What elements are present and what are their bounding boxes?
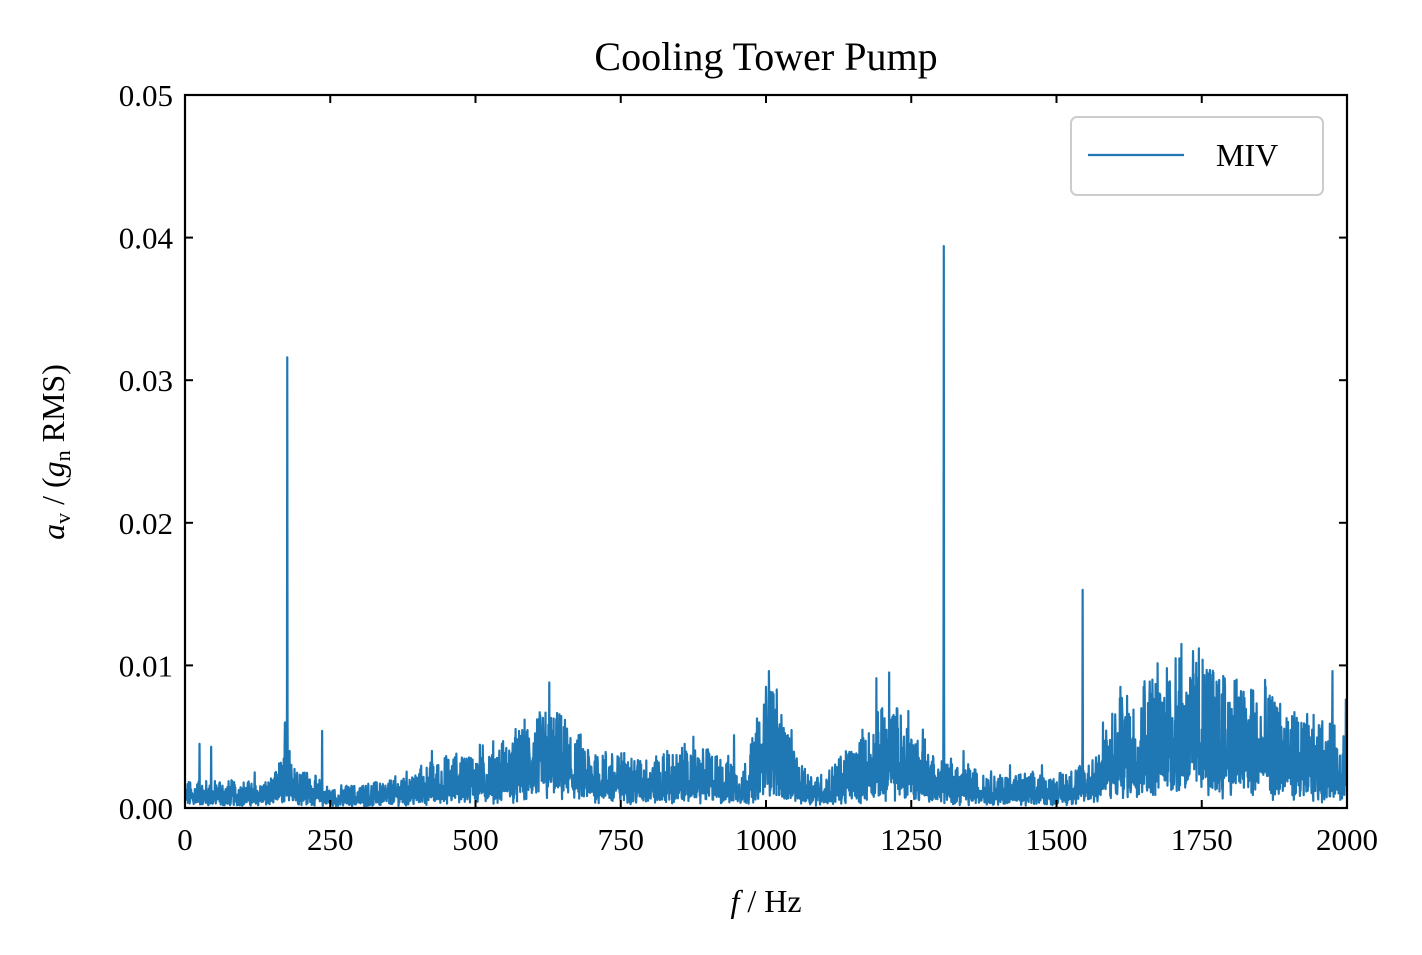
- x-tick-label: 1500: [1026, 822, 1088, 857]
- x-tick-label: 0: [177, 822, 193, 857]
- y-axis: 0.00 0.01 0.02 0.03 0.04 0.05: [119, 78, 1347, 826]
- y-axis-var: a: [35, 524, 71, 540]
- y-tick-label: 0.03: [119, 363, 173, 398]
- legend-label: MIV: [1216, 137, 1278, 173]
- x-tick-label: 750: [598, 822, 645, 857]
- x-axis-label: f / Hz: [730, 883, 801, 919]
- x-tick-label: 1250: [880, 822, 942, 857]
- y-axis-mid: / (: [35, 477, 71, 513]
- legend: MIV: [1070, 116, 1324, 196]
- x-tick-label: 1000: [735, 822, 797, 857]
- series-layer: [183, 245, 1349, 808]
- x-tick-label: 2000: [1316, 822, 1378, 857]
- x-tick-label: 250: [307, 822, 354, 857]
- y-tick-label: 0.01: [119, 648, 173, 683]
- y-axis-var-sub: v: [50, 513, 75, 524]
- y-tick-label: 0.02: [119, 506, 173, 541]
- y-tick-label: 0.05: [119, 78, 173, 113]
- x-axis: 0 250 500 750 1000 1250 1500 1750 2000: [177, 95, 1378, 857]
- chart-title: Cooling Tower Pump: [594, 34, 937, 79]
- series-line-miv: [183, 245, 1349, 808]
- y-tick-label: 0.00: [119, 791, 173, 826]
- x-tick-label: 1750: [1171, 822, 1233, 857]
- legend-box: [1070, 116, 1324, 196]
- y-axis-var2: g: [35, 461, 71, 477]
- y-tick-label: 0.04: [119, 221, 174, 256]
- y-axis-var2-sub: n: [50, 450, 75, 461]
- y-axis-end: RMS): [35, 364, 71, 450]
- y-axis-label: av / (gn RMS): [35, 364, 75, 540]
- x-axis-unit: / Hz: [739, 883, 801, 919]
- x-tick-label: 500: [452, 822, 499, 857]
